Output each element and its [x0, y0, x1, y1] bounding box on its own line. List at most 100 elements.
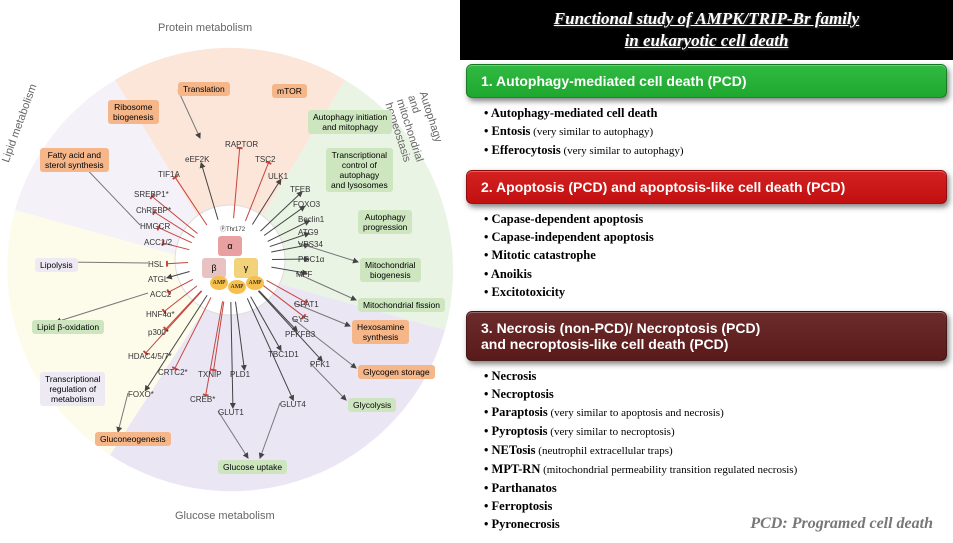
amp-2: AMP [228, 280, 246, 294]
bullet-item: Excitotoxicity [484, 283, 945, 301]
gene-node: HMGCR [140, 222, 170, 231]
bullet-item: NETosis (neutrophil extracellular traps) [484, 441, 945, 460]
edge [167, 271, 190, 277]
edge [214, 302, 224, 371]
pathway-box: Mitochondrialbiogenesis [360, 258, 421, 282]
pathway-box: Lipid β-oxidation [32, 320, 104, 334]
gene-node: FOXO3 [293, 200, 320, 209]
ampk-pathway-diagram: Protein metabolismAutophagy and mitochon… [0, 0, 460, 543]
section-bullets: Capase-dependent apoptosisCapase-indepen… [460, 208, 953, 307]
edge [175, 177, 207, 225]
edge-out [56, 293, 148, 322]
gene-node: ULK1 [268, 172, 288, 181]
edge [234, 148, 240, 218]
edge [175, 297, 211, 368]
edge-out [118, 393, 128, 432]
pathway-box: Translation [178, 82, 230, 96]
bullet-item: Paraptosis (very similar to apoptosis an… [484, 403, 945, 422]
pathway-box: Transcriptionalregulation ofmetabolism [40, 372, 105, 406]
sector-label: Protein metabolism [158, 22, 252, 34]
gene-node: ACC1/2 [144, 238, 172, 247]
pathway-box: Fatty acid andsterol synthesis [40, 148, 109, 172]
gene-node: CRTC2* [158, 368, 188, 377]
gene-node: PLD1 [230, 370, 250, 379]
gene-node: GFAT1 [294, 300, 319, 309]
section-bullets: NecrosisNecroptosisParaptosis (very simi… [460, 365, 953, 539]
amp-1: AMP [210, 276, 228, 290]
alpha-subunit: α [218, 236, 242, 256]
phospho-site: ⓅThr172 [220, 224, 245, 233]
edge [235, 302, 244, 370]
section-header: 3. Necrosis (non-PCD)/ Necroptosis (PCD)… [466, 311, 947, 361]
edge-out [178, 90, 200, 138]
edge [201, 163, 218, 220]
pathway-box: Autophagy initiationand mitophagy [308, 110, 392, 134]
edge [261, 192, 303, 231]
pathway-box: Transcriptionalcontrol ofautophagyand ly… [326, 148, 393, 192]
edge [251, 297, 281, 351]
gene-node: PFK1 [310, 360, 330, 369]
gene-node: RAPTOR [225, 140, 258, 149]
gene-node: GLUT1 [218, 408, 244, 417]
pathway-box: Gluconeogenesis [95, 432, 171, 446]
edge [267, 280, 306, 302]
section-bullets: Autophagy-mediated cell deathEntosis (ve… [460, 102, 953, 166]
gene-node: TFEB [290, 185, 310, 194]
bullet-item: Ferroptosis [484, 497, 945, 515]
bullet-item: Capase-independent apoptosis [484, 228, 945, 246]
pathway-box: Glycolysis [348, 398, 396, 412]
bullet-item: Mitotic catastrophe [484, 246, 945, 264]
bullet-item: Autophagy-mediated cell death [484, 104, 945, 122]
sector-label: Lipid metabolism [0, 82, 40, 164]
pathway-box: Hexosaminesynthesis [352, 320, 409, 344]
beta-subunit: β [202, 258, 226, 278]
gene-node: GLUT4 [280, 400, 306, 409]
gene-node: GYS [292, 315, 309, 324]
gene-node: CREB* [190, 395, 215, 404]
edge [206, 301, 223, 395]
edge [245, 163, 268, 221]
footer-note: PCD: Programed cell death [750, 515, 933, 533]
gene-node: TSC2 [255, 155, 275, 164]
gene-node: PGC1α [298, 255, 324, 264]
edge [231, 302, 233, 408]
gamma-subunit: γ [234, 258, 258, 278]
pathway-box: Autophagyprogression [358, 210, 412, 234]
gene-node: VPS34 [298, 240, 323, 249]
gene-node: MFF [296, 270, 312, 279]
bullet-item: Pyroptosis (very similar to necroptosis) [484, 422, 945, 441]
bullet-item: Entosis (very similar to autophagy) [484, 122, 945, 141]
edge [167, 263, 188, 264]
pathway-box: Mitochondrial fission [358, 298, 445, 312]
gene-node: HDAC4/5/7* [128, 352, 172, 361]
sector-label: Glucose metabolism [175, 510, 275, 522]
bullet-item: Capase-dependent apoptosis [484, 210, 945, 228]
pathway-box: Ribosomebiogenesis [108, 100, 159, 124]
gene-node: SREBP1* [134, 190, 169, 199]
edge [252, 179, 280, 224]
bullet-item: Necroptosis [484, 385, 945, 403]
pathway-box: Glycogen storage [358, 365, 435, 379]
edge [259, 291, 297, 332]
title-bar: Functional study of AMPK/TRIP-Br family … [460, 0, 953, 60]
gene-node: TIF1A [158, 170, 180, 179]
gene-node: ATGL [148, 275, 168, 284]
title-line2: in eukaryotic cell death [625, 31, 789, 50]
pathway-box: Lipolysis [35, 258, 78, 272]
edge-out [218, 411, 248, 458]
gene-node: TXNIP [198, 370, 222, 379]
pathway-box: Glucose uptake [218, 460, 287, 474]
amp-3: AMP [246, 276, 264, 290]
gene-node: ACC2 [150, 290, 171, 299]
bullet-item: Necrosis [484, 367, 945, 385]
gene-node: FOXO* [128, 390, 154, 399]
bullet-item: Anoikis [484, 265, 945, 283]
gene-node: Beclin1 [298, 215, 324, 224]
ampk-complex: α β γ ⓅThr172 AMP AMP AMP [190, 230, 270, 290]
gene-node: PFKFB3 [285, 330, 315, 339]
title-line1: Functional study of AMPK/TRIP-Br family [554, 9, 859, 28]
gene-node: TBC1D1 [268, 350, 299, 359]
section-header: 1. Autophagy-mediated cell death (PCD) [466, 64, 947, 98]
pathway-box: mTOR [272, 84, 307, 98]
edge-out [260, 403, 280, 458]
